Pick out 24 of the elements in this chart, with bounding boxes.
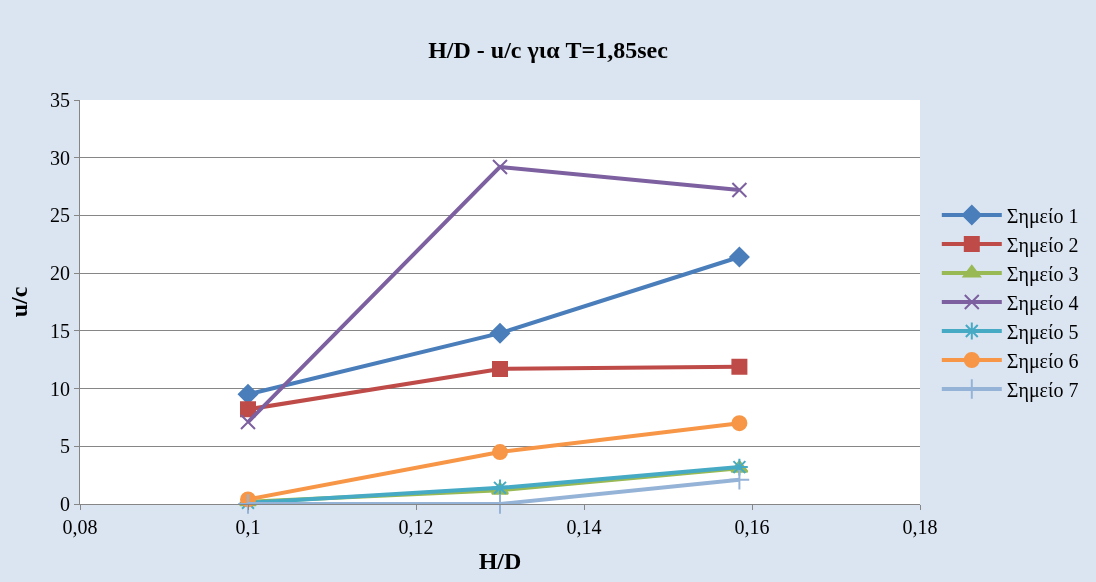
y-tick-label: 35: [50, 89, 70, 111]
legend-label: Σημείο 7: [1006, 378, 1079, 402]
x-tick-label: 0,18: [902, 516, 938, 538]
y-tick-label: 20: [50, 262, 70, 285]
x-tick-label: 0,1: [235, 516, 261, 538]
legend-label: Σημείο 6: [1006, 349, 1079, 373]
y-axis-title: u/c: [6, 286, 33, 318]
y-tick-label: 10: [50, 377, 70, 400]
legend-label: Σημείο 1: [1006, 204, 1079, 228]
legend-label: Σημείο 3: [1006, 262, 1079, 286]
y-tick-label: 0: [60, 493, 70, 515]
y-tick-label: 15: [50, 319, 70, 342]
legend-label: Σημείο 4: [1006, 291, 1079, 315]
legend-label: Σημείο 2: [1006, 233, 1079, 257]
y-tick-label: 30: [50, 146, 70, 169]
y-tick-label: 25: [50, 204, 70, 227]
x-tick-label: 0,14: [566, 516, 602, 538]
x-tick-label: 0,16: [734, 516, 770, 538]
x-axis-title: H/D: [478, 548, 522, 575]
x-tick-label: 0,08: [62, 516, 98, 538]
y-tick-label: 5: [60, 435, 70, 458]
chart-title: H/D - u/c για T=1,85sec: [428, 36, 669, 63]
legend-label: Σημείο 5: [1006, 320, 1079, 344]
x-tick-label: 0,12: [398, 516, 434, 538]
